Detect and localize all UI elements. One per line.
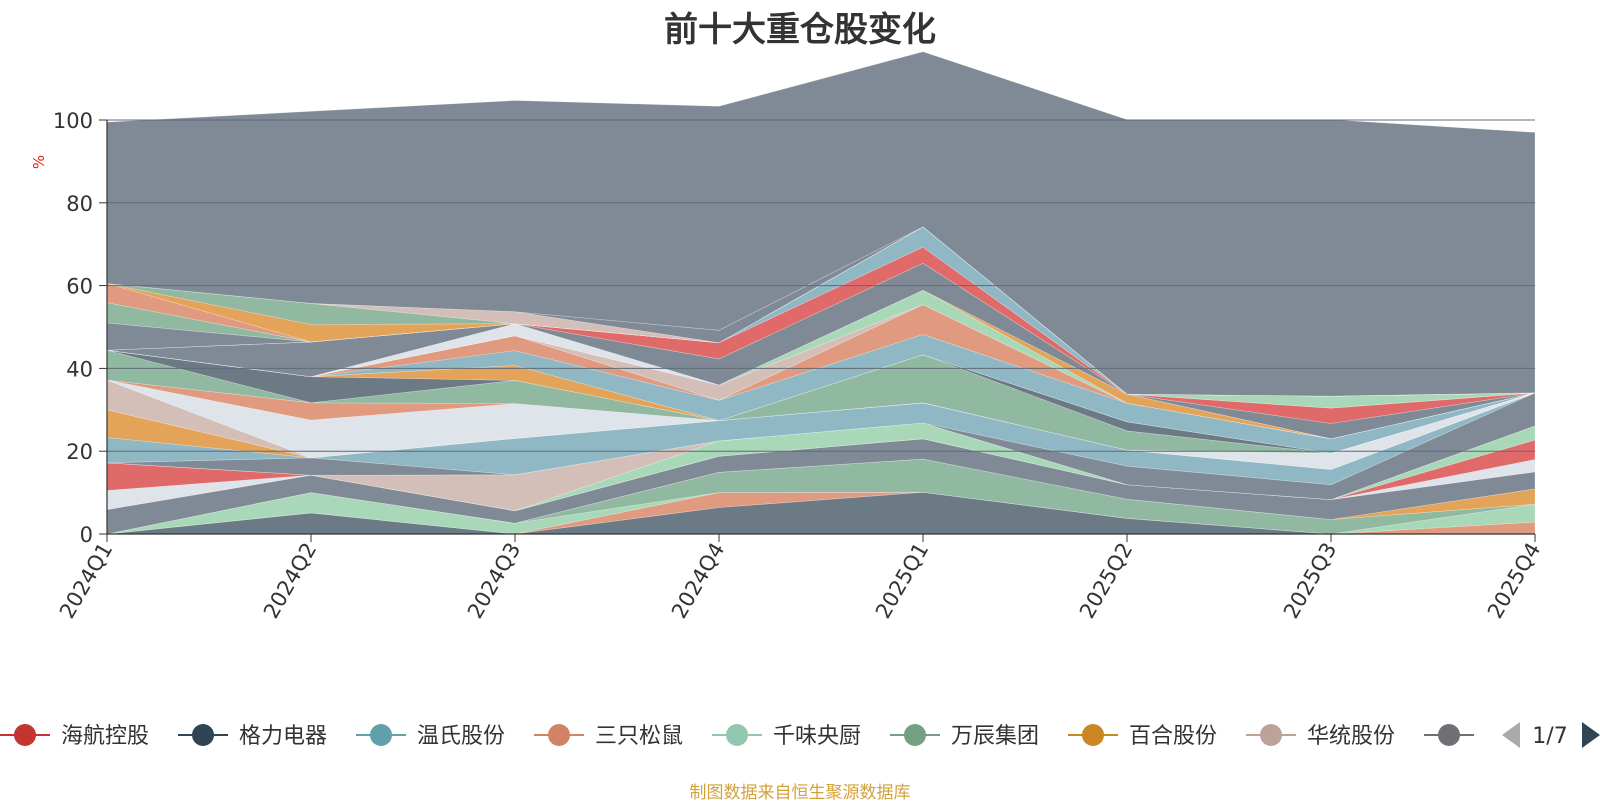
legend-label: 温氏股份 [417, 724, 505, 749]
legend-item[interactable]: 格力电器 [178, 724, 327, 749]
legend-page-indicator: 1/7 [1532, 724, 1567, 749]
x-tick-label: 2024Q2 [259, 539, 321, 623]
y-tick-label: 20 [66, 440, 93, 464]
y-tick-label: 100 [53, 109, 93, 133]
area-series-8 [106, 422, 1536, 512]
legend-item[interactable]: 华统股份 [1246, 724, 1395, 749]
plot-areas [106, 51, 1536, 535]
legend-marker [1438, 724, 1460, 746]
x-tick-label: 2024Q4 [667, 539, 729, 623]
legend-item[interactable]: 海航控股 [0, 724, 149, 749]
legend-row: 海航控股 格力电器 温氏股份 三只松鼠 千味央厨 万辰集团 百合股份 华统股份 恒 [0, 724, 1507, 749]
legend-item[interactable]: 恒 [1424, 724, 1507, 749]
area-series-10 [106, 392, 1536, 500]
legend-marker [1260, 724, 1282, 746]
legend-item[interactable]: 千味央厨 [712, 724, 861, 749]
x-tick-label: 2025Q2 [1075, 539, 1137, 623]
legend-marker [1082, 724, 1104, 746]
y-tick-label: 80 [66, 192, 93, 216]
legend-item[interactable]: 温氏股份 [356, 724, 505, 749]
x-tick-label: 2024Q1 [55, 539, 117, 623]
legend-marker [548, 724, 570, 746]
legend: 海航控股 格力电器 温氏股份 三只松鼠 千味央厨 万辰集团 百合股份 华统股份 恒 1/7 [0, 722, 1600, 749]
legend-item[interactable]: 万辰集团 [890, 724, 1039, 749]
legend-label: 恒 [1485, 724, 1507, 749]
legend-marker [904, 724, 926, 746]
legend-label: 百合股份 [1129, 724, 1217, 749]
legend-prev-icon[interactable] [1502, 722, 1520, 748]
x-tick-label: 2025Q1 [871, 539, 933, 623]
legend-label: 华统股份 [1307, 724, 1395, 749]
legend-label: 三只松鼠 [595, 724, 683, 749]
x-tick-label: 2025Q3 [1279, 539, 1341, 623]
legend-marker [370, 724, 392, 746]
area-series-36 [106, 51, 1536, 397]
legend-item[interactable]: 百合股份 [1068, 724, 1217, 749]
grid-lines [107, 119, 1535, 452]
y-tick-label: 0 [80, 523, 93, 547]
legend-marker [726, 724, 748, 746]
legend-next-icon[interactable] [1582, 722, 1600, 748]
legend-item[interactable]: 三只松鼠 [534, 724, 683, 749]
legend-label: 海航控股 [61, 724, 149, 749]
legend-label: 格力电器 [239, 724, 327, 749]
legend-marker [14, 724, 36, 746]
x-tick-label: 2024Q3 [463, 539, 525, 623]
legend-label: 千味央厨 [773, 724, 861, 749]
x-tick-label: 2025Q4 [1483, 539, 1545, 623]
y-tick-label: 60 [66, 275, 93, 299]
legend-label: 万辰集团 [951, 724, 1039, 749]
y-tick-label: 40 [66, 357, 93, 381]
chart-title: 前十大重仓股变化 [664, 10, 936, 50]
y-axis-unit-label: % [30, 155, 48, 169]
footer-source: 制图数据来自恒生聚源数据库 [689, 783, 911, 803]
legend-marker [192, 724, 214, 746]
